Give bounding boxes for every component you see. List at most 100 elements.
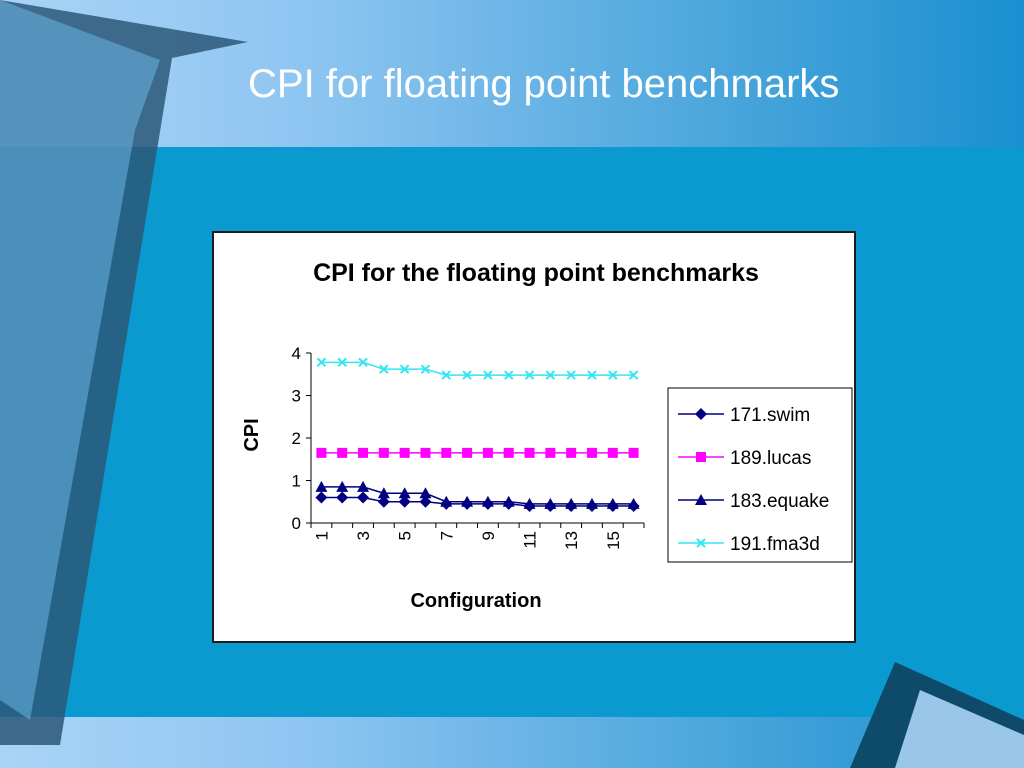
marker-stroke bbox=[504, 370, 514, 380]
data-point bbox=[462, 370, 472, 380]
marker-stroke bbox=[462, 370, 472, 380]
data-point bbox=[420, 447, 431, 458]
legend-swatch-marker bbox=[696, 538, 706, 548]
chart-title: CPI for the floating point benchmarks bbox=[313, 259, 759, 287]
marker-stroke bbox=[628, 370, 639, 380]
data-point bbox=[377, 495, 390, 508]
series-line bbox=[321, 496, 634, 507]
left-deco-highlight bbox=[0, 0, 160, 720]
series-189-lucas bbox=[316, 447, 639, 458]
marker-stroke bbox=[358, 357, 368, 368]
data-point bbox=[606, 497, 619, 509]
data-point bbox=[357, 480, 370, 492]
data-point bbox=[440, 495, 453, 507]
legend-entry-label: 189.lucas bbox=[730, 448, 811, 469]
marker-stroke bbox=[545, 370, 556, 380]
marker-stroke bbox=[337, 357, 347, 368]
marker-stroke bbox=[587, 370, 597, 380]
data-point bbox=[565, 497, 578, 509]
legend-swatch-marker bbox=[695, 494, 707, 505]
x-tick-label: 1 bbox=[312, 531, 331, 540]
data-point bbox=[628, 370, 639, 380]
legend-entry-label: 191.fma3d bbox=[730, 534, 820, 555]
data-point bbox=[336, 491, 349, 504]
data-point bbox=[461, 495, 474, 507]
x-axis-label: Configuration bbox=[410, 590, 541, 612]
marker-stroke bbox=[441, 370, 451, 380]
marker-stroke bbox=[316, 357, 327, 368]
legend-swatch-marker bbox=[695, 408, 707, 420]
legend-entry-label: 171.swim bbox=[730, 405, 810, 426]
data-point bbox=[315, 480, 328, 492]
data-point bbox=[481, 495, 494, 507]
data-point bbox=[358, 447, 369, 458]
data-point bbox=[524, 447, 535, 458]
data-point bbox=[316, 357, 327, 368]
slide-title: CPI for floating point benchmarks bbox=[248, 62, 840, 106]
x-tick-label: 5 bbox=[396, 531, 415, 540]
marker-stroke bbox=[483, 370, 493, 380]
marker-stroke bbox=[608, 370, 618, 380]
x-tick-label: 13 bbox=[562, 531, 581, 550]
series-line bbox=[321, 486, 634, 505]
data-point bbox=[586, 447, 597, 458]
line-chart: CPI for the floating point benchmarks 0 1… bbox=[241, 259, 853, 612]
series-line bbox=[321, 361, 634, 376]
y-tick-label: 0 bbox=[292, 514, 301, 533]
data-point bbox=[545, 447, 556, 458]
data-point bbox=[420, 364, 431, 374]
data-point bbox=[419, 487, 432, 499]
chart-plot-area bbox=[315, 357, 640, 512]
x-tick-label: 15 bbox=[604, 531, 623, 550]
legend-swatch-marker bbox=[696, 452, 706, 462]
chart-legend: 171.swim 189.lucas 183.equake 191.fma3d bbox=[667, 387, 853, 563]
x-tick-label: 3 bbox=[354, 531, 373, 540]
marker-stroke bbox=[379, 364, 389, 374]
data-point bbox=[504, 370, 514, 380]
marker-stroke bbox=[566, 370, 576, 380]
data-point bbox=[337, 447, 348, 458]
marker-stroke bbox=[696, 538, 706, 548]
data-point bbox=[483, 370, 493, 380]
data-point bbox=[358, 357, 368, 368]
data-point bbox=[441, 447, 452, 458]
data-point bbox=[502, 495, 515, 507]
data-point bbox=[315, 491, 328, 504]
data-point bbox=[357, 491, 370, 504]
data-point bbox=[607, 447, 618, 458]
data-point bbox=[544, 497, 557, 509]
data-point bbox=[503, 447, 514, 458]
data-point bbox=[399, 447, 410, 458]
data-point bbox=[398, 487, 411, 499]
series-191-fma3d bbox=[316, 357, 639, 380]
data-point bbox=[545, 370, 556, 380]
data-point bbox=[379, 364, 389, 374]
y-tick-label: 4 bbox=[292, 344, 301, 363]
data-point bbox=[378, 447, 389, 458]
data-point bbox=[628, 447, 639, 458]
data-point bbox=[441, 370, 451, 380]
data-point bbox=[377, 487, 390, 499]
data-point bbox=[523, 497, 536, 509]
marker-stroke bbox=[399, 364, 410, 374]
data-point bbox=[399, 364, 410, 374]
data-point bbox=[608, 370, 618, 380]
data-point bbox=[524, 370, 535, 380]
data-point bbox=[587, 370, 597, 380]
marker-stroke bbox=[420, 364, 431, 374]
legend-entry-label: 183.equake bbox=[730, 491, 829, 512]
data-point bbox=[566, 447, 577, 458]
series-183-equake bbox=[315, 480, 640, 509]
marker-stroke bbox=[524, 370, 535, 380]
y-tick-label: 1 bbox=[292, 472, 301, 491]
y-tick-label: 3 bbox=[292, 387, 301, 406]
data-point bbox=[585, 497, 598, 509]
data-point bbox=[316, 447, 327, 458]
data-point bbox=[462, 447, 473, 458]
bottom-right-deco-highlight bbox=[895, 690, 1024, 768]
y-axis-label: CPI bbox=[241, 418, 263, 451]
data-point bbox=[419, 495, 432, 508]
x-tick-label: 7 bbox=[437, 531, 456, 540]
